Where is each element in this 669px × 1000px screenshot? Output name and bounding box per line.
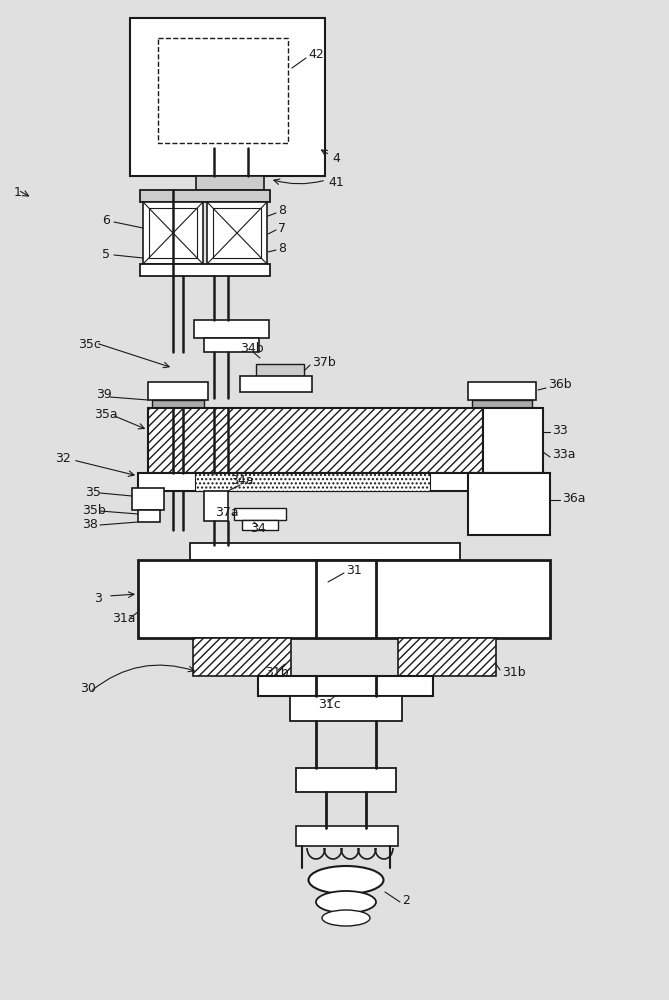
Bar <box>130 18 325 176</box>
Text: 3: 3 <box>94 591 102 604</box>
Text: 37b: 37b <box>312 356 336 368</box>
Bar <box>468 473 550 535</box>
Bar <box>158 38 288 143</box>
Text: 42: 42 <box>308 48 324 62</box>
Text: 8: 8 <box>278 241 286 254</box>
Text: 34a: 34a <box>230 474 254 487</box>
Text: 31a: 31a <box>112 611 136 624</box>
Text: 37a: 37a <box>215 506 239 520</box>
Bar <box>472 400 532 408</box>
Text: 31b: 31b <box>502 666 526 678</box>
Text: 35b: 35b <box>82 504 106 516</box>
Text: 38: 38 <box>82 518 98 530</box>
Text: 34: 34 <box>250 522 266 534</box>
Bar <box>213 208 261 258</box>
Bar <box>193 638 291 676</box>
Bar <box>148 408 483 473</box>
Bar <box>148 382 208 400</box>
Text: 35: 35 <box>85 486 101 498</box>
Bar <box>138 510 160 522</box>
Text: 31c: 31c <box>318 698 341 712</box>
Text: 36b: 36b <box>548 378 571 391</box>
Bar <box>143 202 203 264</box>
Bar <box>204 338 259 352</box>
Text: 6: 6 <box>102 214 110 227</box>
Bar <box>149 208 197 258</box>
Bar <box>190 543 460 560</box>
Bar <box>296 826 398 846</box>
Bar <box>290 696 402 721</box>
Text: 31b: 31b <box>265 666 288 678</box>
Text: 34b: 34b <box>240 342 264 355</box>
Text: 41: 41 <box>328 176 344 188</box>
Ellipse shape <box>322 910 370 926</box>
Bar <box>483 408 543 473</box>
Text: 5: 5 <box>102 247 110 260</box>
Ellipse shape <box>308 866 383 894</box>
Bar <box>140 190 270 202</box>
Text: 36a: 36a <box>562 491 585 504</box>
Bar <box>258 676 433 696</box>
Bar <box>296 768 396 792</box>
Bar <box>138 473 546 491</box>
Text: 32: 32 <box>55 452 71 464</box>
Bar <box>194 320 269 338</box>
Bar <box>132 488 164 510</box>
Text: 30: 30 <box>80 682 96 694</box>
Text: 33: 33 <box>552 424 568 436</box>
Bar <box>242 520 278 530</box>
Bar <box>140 264 270 276</box>
Bar <box>195 473 430 491</box>
Bar <box>138 560 550 638</box>
Bar <box>207 202 267 264</box>
Bar <box>152 400 204 408</box>
Text: 35a: 35a <box>94 408 118 422</box>
Text: 4: 4 <box>332 151 340 164</box>
Text: 31: 31 <box>346 564 362 576</box>
Text: 8: 8 <box>278 204 286 217</box>
Text: 33a: 33a <box>552 448 575 462</box>
Ellipse shape <box>316 891 376 913</box>
Text: 7: 7 <box>278 222 286 234</box>
Bar <box>234 508 286 520</box>
Bar <box>196 176 264 190</box>
Text: 2: 2 <box>402 894 410 906</box>
Text: 1: 1 <box>14 186 22 198</box>
Bar <box>240 376 312 392</box>
Text: 39: 39 <box>96 388 112 401</box>
Bar <box>468 382 536 400</box>
Bar <box>398 638 496 676</box>
Bar <box>204 491 228 521</box>
Bar <box>256 364 304 376</box>
Text: 35c: 35c <box>78 338 101 352</box>
